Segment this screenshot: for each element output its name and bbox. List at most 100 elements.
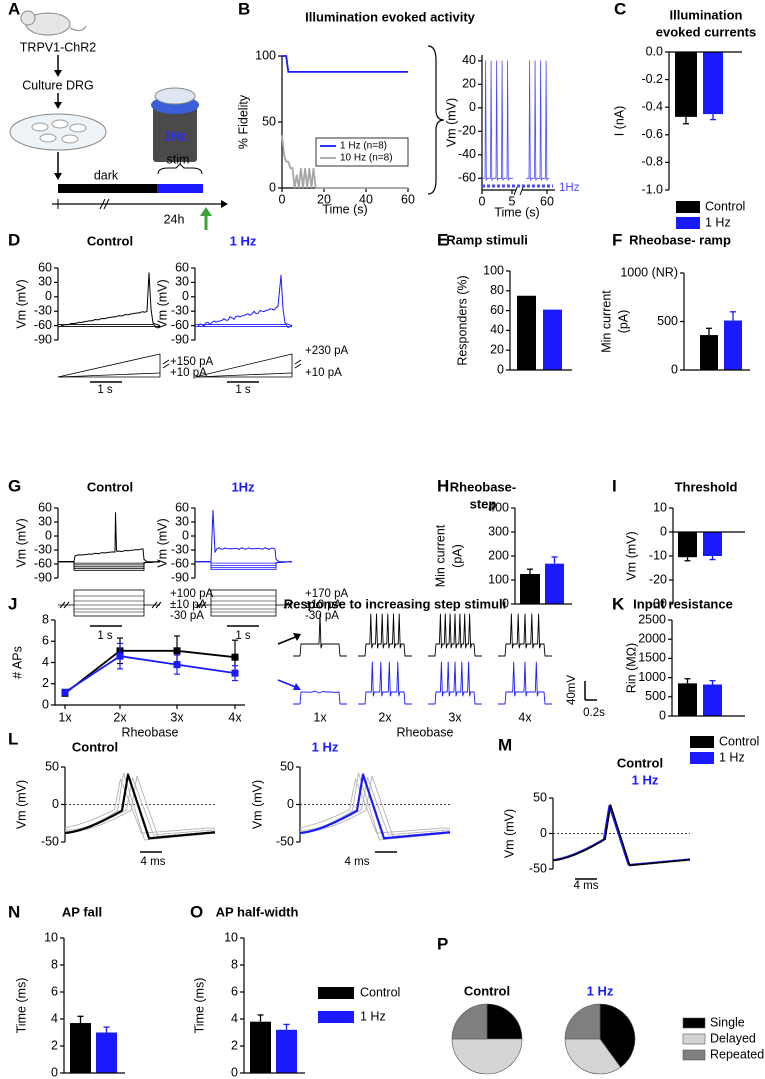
y-tick-label: -0.2 xyxy=(641,72,663,86)
brace xyxy=(157,163,203,175)
trace xyxy=(64,778,215,834)
y-tick-label: -90 xyxy=(34,332,52,346)
y-tick-label: 60 xyxy=(175,260,189,274)
trace xyxy=(552,804,691,867)
y-tick-label: 0 xyxy=(469,100,476,114)
trace xyxy=(195,324,293,329)
legend-swatch xyxy=(676,217,700,229)
trace xyxy=(428,613,482,657)
y-axis-label: (pA) xyxy=(616,310,630,334)
well xyxy=(31,122,49,132)
y-tick-label: 2 xyxy=(231,1038,238,1052)
legend-swatch xyxy=(682,1033,706,1045)
y-tick-label: -50 xyxy=(41,834,59,848)
panel-label: M xyxy=(498,735,512,754)
x-tick-label: 60 xyxy=(401,192,415,206)
y-axis-label: Time (ms) xyxy=(14,978,28,1034)
y-tick-label: 4 xyxy=(51,1011,58,1025)
trace xyxy=(358,613,412,657)
annotation: 40mV xyxy=(566,675,578,705)
y-tick-label: 0 xyxy=(659,708,666,722)
trace xyxy=(526,60,549,181)
x-axis-label: Rheobase xyxy=(397,725,454,739)
well xyxy=(51,119,69,129)
y-tick-label: 0 xyxy=(42,697,49,711)
bar xyxy=(703,532,722,556)
y-tick-label: 0 xyxy=(182,289,189,303)
bar xyxy=(520,574,540,604)
y-tick-label: 20 xyxy=(462,77,476,91)
y-tick-label: 1500 xyxy=(638,651,666,665)
trace xyxy=(293,690,347,705)
chart-subtitle: 1 Hz xyxy=(632,772,659,787)
chart-title: Response to increasing step stimuli xyxy=(284,596,507,611)
y-tick-label: 2000 xyxy=(638,631,666,645)
y-axis-label: Vm (mV) xyxy=(624,531,638,580)
chart-title: Control xyxy=(617,755,663,770)
y-tick-label: 0 xyxy=(269,180,276,194)
y-tick-label: -10 xyxy=(649,548,667,562)
trace xyxy=(60,272,161,327)
dark-period xyxy=(58,184,157,193)
y-tick-label: 500 xyxy=(645,689,666,703)
well xyxy=(39,133,57,143)
trace xyxy=(428,661,482,705)
legend-swatch xyxy=(318,1011,354,1023)
y-tick-label: -1.0 xyxy=(641,182,663,196)
culture-label: Culture DRG xyxy=(22,78,94,92)
y-axis-label: Vm (mV) xyxy=(14,780,28,829)
y-tick-label: 0 xyxy=(540,826,547,840)
annotation: 4 ms xyxy=(574,880,599,892)
y-tick-label: 0 xyxy=(660,524,667,538)
y-tick-label: 6 xyxy=(231,984,238,998)
y-tick-label: 2 xyxy=(42,676,49,690)
legend-label: Control xyxy=(360,985,400,999)
bar xyxy=(517,295,536,370)
y-tick-label: -60 xyxy=(171,556,189,570)
trace xyxy=(64,773,216,840)
legend-swatch xyxy=(690,752,714,764)
chart-title: Control xyxy=(87,479,133,494)
legend-label: Delayed xyxy=(710,1031,756,1045)
annotation: +170 pA xyxy=(305,588,348,600)
pie-slice xyxy=(564,1003,601,1040)
y-axis-label: Vm (mV) xyxy=(155,279,169,328)
chart-title: Threshold xyxy=(675,479,738,494)
chart-title: 1 Hz xyxy=(230,233,257,248)
pie-slice xyxy=(486,1003,523,1040)
y-axis-label: Time (ms) xyxy=(192,978,206,1034)
y-axis-label: Vm (mV) xyxy=(14,279,28,328)
bar xyxy=(678,532,697,558)
x-tick-label: 0 xyxy=(279,192,286,206)
y-tick-label: -30 xyxy=(34,303,52,317)
panel-a-schematic: TRPV1-ChR2 Culture DRG 1Hz stim dark 24h xyxy=(9,10,228,230)
legend-label: 1 Hz xyxy=(360,1009,386,1023)
panel-label: P xyxy=(437,934,448,953)
annotation: 1Hz xyxy=(559,182,580,194)
y-tick-label: 30 xyxy=(175,275,189,289)
panel-label: O xyxy=(190,902,203,921)
legend-label: 1 Hz xyxy=(705,215,731,229)
well xyxy=(61,134,79,144)
bracket xyxy=(427,45,445,195)
chart-title: Illumination evoked activity xyxy=(305,9,476,24)
mouse-tail xyxy=(69,25,87,32)
arrowhead xyxy=(54,102,62,109)
stimulus xyxy=(210,589,277,617)
chart-title: AP half-width xyxy=(216,904,299,919)
annotation: +100 pA xyxy=(170,588,213,600)
pie-slice xyxy=(564,1038,621,1075)
y-tick-label: -60 xyxy=(458,171,476,185)
annotation: +230 pA xyxy=(305,345,348,357)
y-tick-label: -60 xyxy=(171,318,189,332)
panel-label: L xyxy=(8,729,18,748)
y-tick-label: 300 xyxy=(488,524,509,538)
series-line xyxy=(282,55,408,73)
y-tick-label: -40 xyxy=(458,147,476,161)
annotation: ±10 pA xyxy=(305,599,342,611)
chart-title: Control xyxy=(87,233,133,248)
chart-title: 1Hz xyxy=(231,479,255,494)
y-tick-label: -90 xyxy=(171,332,189,346)
y-tick-label: 6 xyxy=(51,984,58,998)
